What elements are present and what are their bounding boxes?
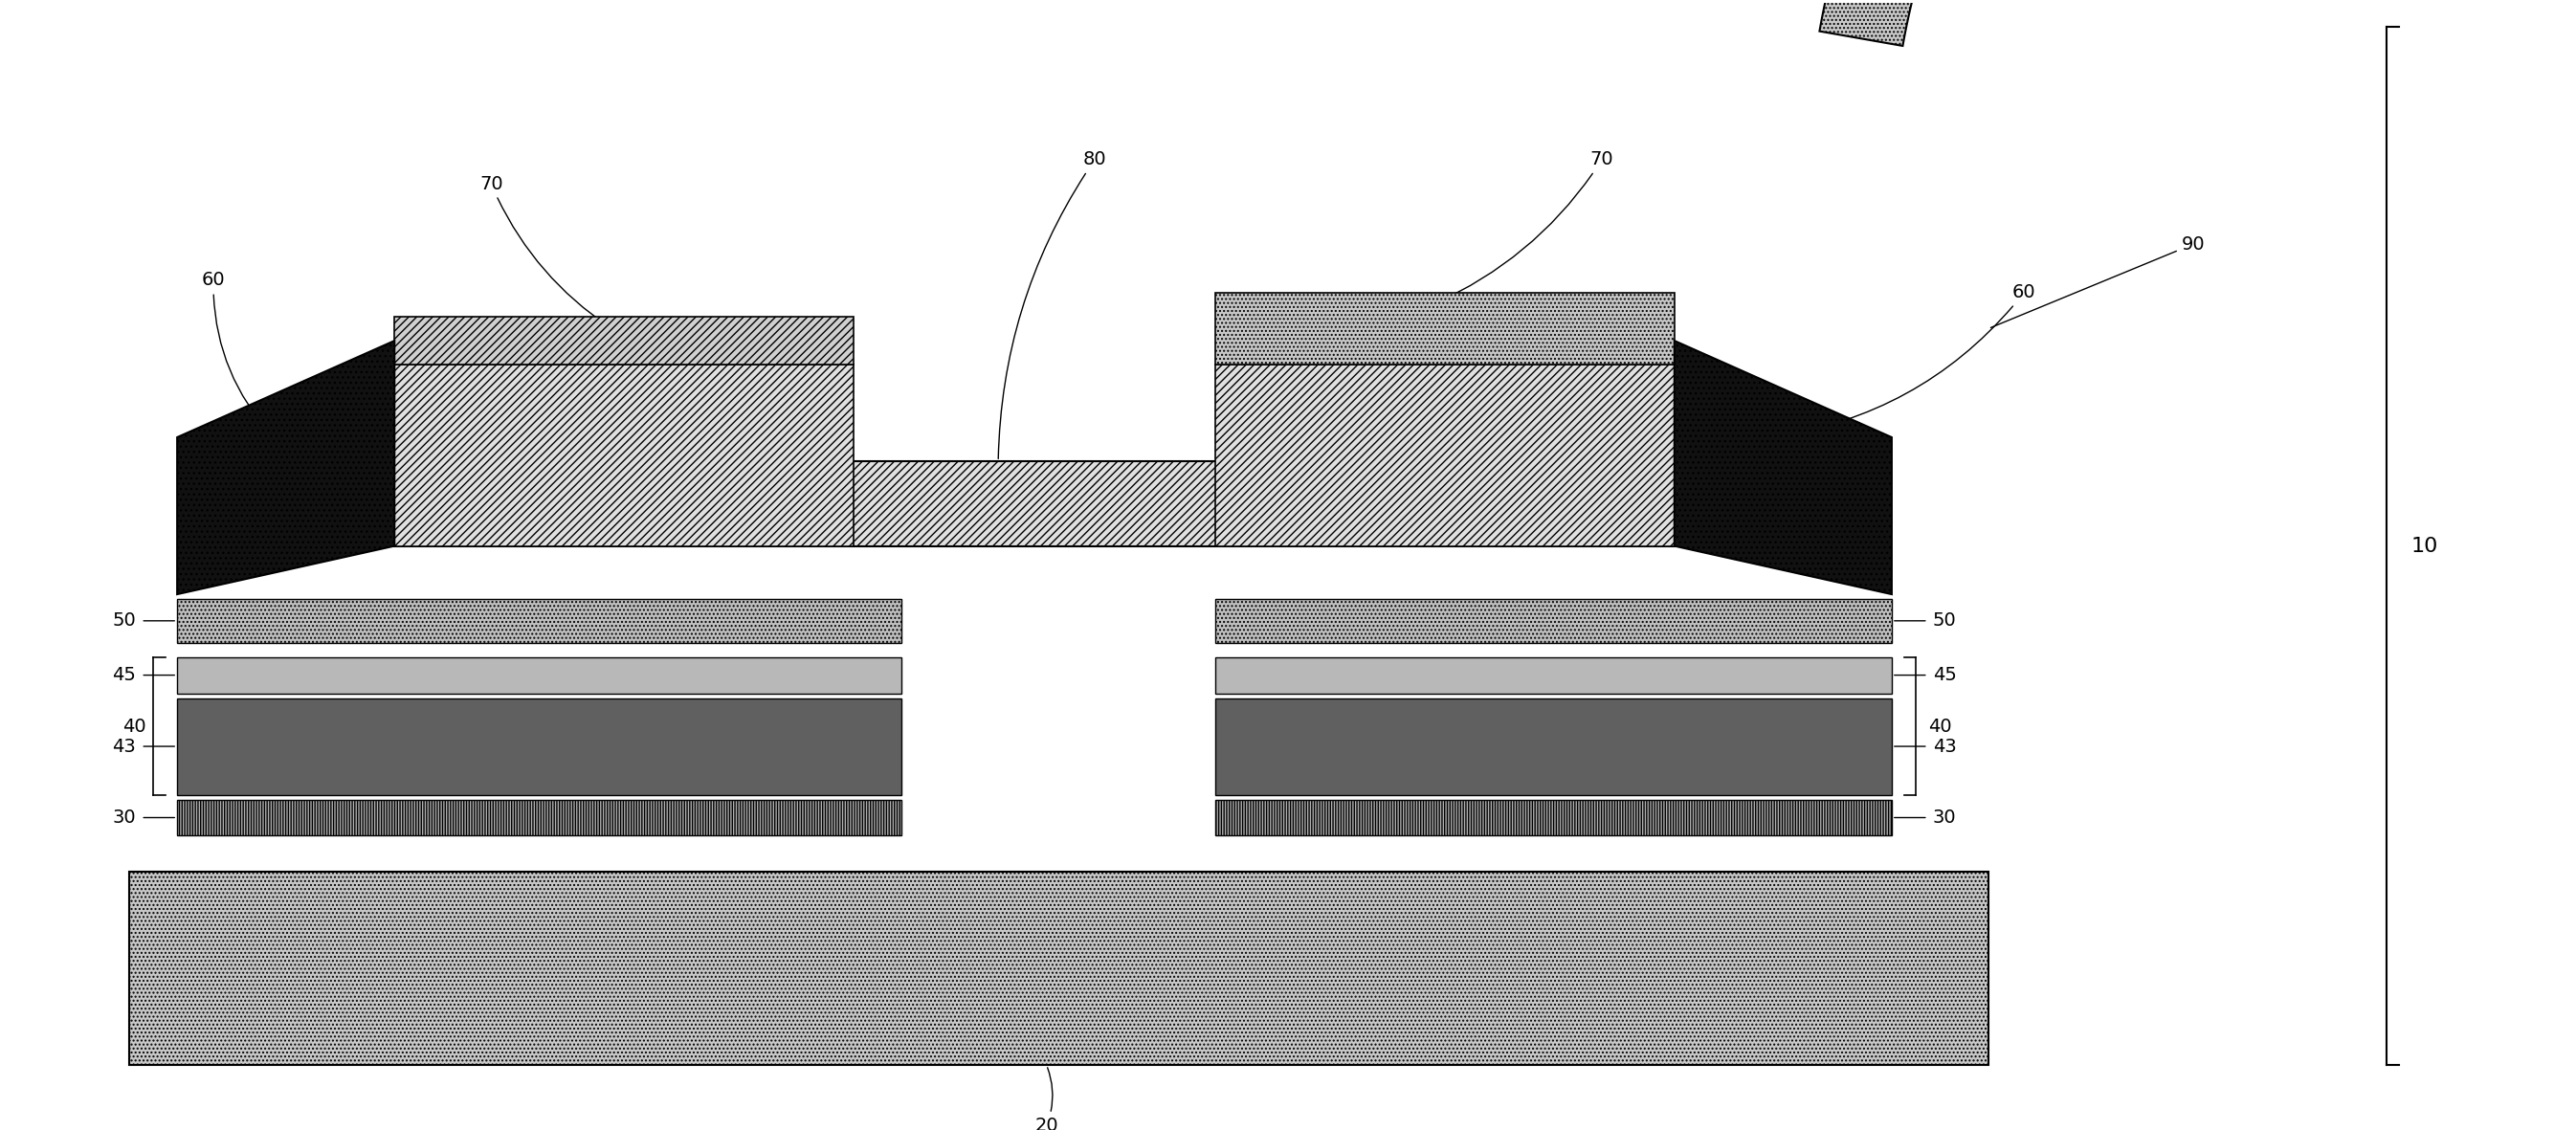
Text: 40: 40: [1927, 718, 1953, 736]
Text: 60: 60: [201, 271, 273, 435]
Bar: [1216, 599, 1891, 643]
Polygon shape: [1674, 341, 1891, 594]
Text: 70: 70: [1435, 150, 1613, 303]
Text: 20: 20: [1036, 1068, 1059, 1130]
Text: 30: 30: [113, 808, 137, 827]
Polygon shape: [178, 341, 394, 594]
Text: 45: 45: [113, 666, 137, 685]
Bar: [1216, 800, 1891, 836]
Text: 30: 30: [1932, 808, 1955, 827]
Text: 43: 43: [1932, 737, 1955, 756]
Text: 50: 50: [1932, 611, 1955, 629]
Polygon shape: [1819, 0, 2576, 46]
Bar: [129, 872, 1989, 1066]
Bar: [178, 657, 902, 693]
Bar: [178, 599, 902, 643]
Polygon shape: [394, 365, 853, 546]
Bar: [1216, 698, 1891, 794]
Polygon shape: [1216, 293, 1674, 365]
Bar: [394, 461, 1674, 546]
Text: 10: 10: [2411, 537, 2437, 556]
Text: 80: 80: [999, 150, 1108, 459]
Polygon shape: [394, 316, 853, 365]
Text: 60: 60: [1775, 284, 2035, 437]
Text: 70: 70: [479, 175, 611, 328]
Bar: [1216, 657, 1891, 693]
Text: 90: 90: [1991, 235, 2205, 328]
Text: 43: 43: [113, 737, 137, 756]
Bar: [178, 698, 902, 794]
Text: 40: 40: [121, 718, 147, 736]
Text: 50: 50: [113, 611, 137, 629]
Text: 45: 45: [1932, 666, 1958, 685]
Polygon shape: [1216, 365, 1674, 546]
Bar: [178, 800, 902, 836]
